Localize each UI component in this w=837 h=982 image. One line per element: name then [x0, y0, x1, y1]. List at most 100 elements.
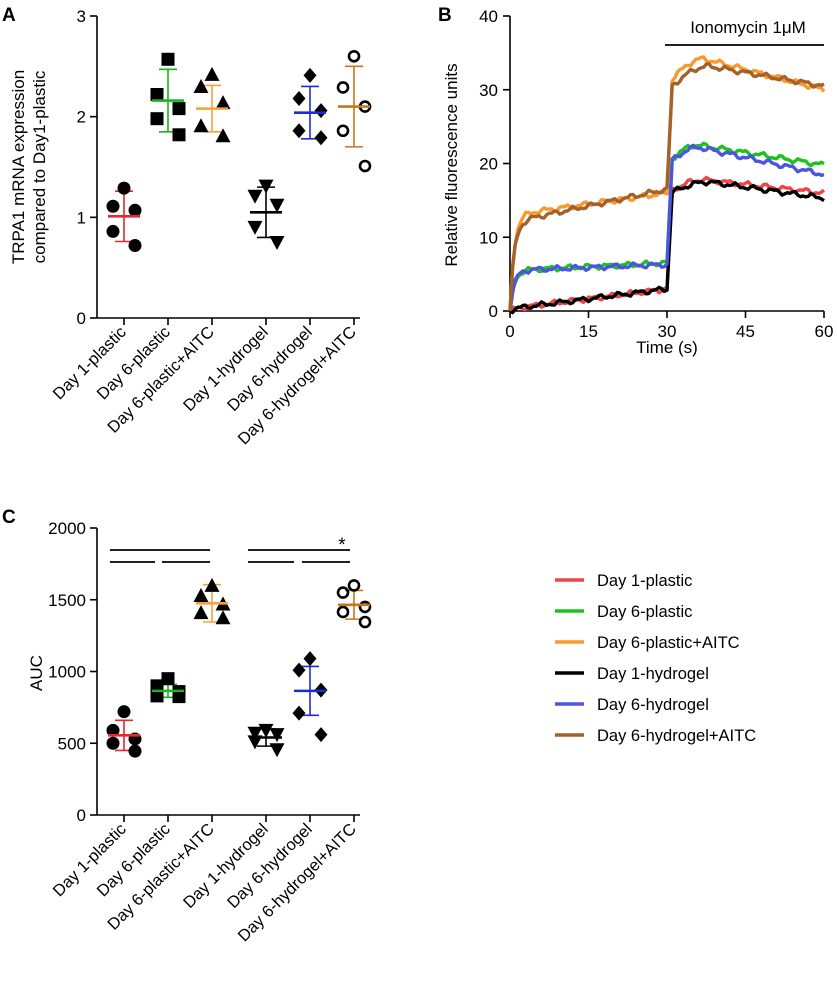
data-point — [215, 610, 231, 625]
data-point — [117, 705, 131, 719]
data-point — [247, 726, 263, 741]
data-point — [336, 586, 350, 599]
legend-item: Day 6-hydrogel — [555, 696, 709, 714]
data-point — [314, 103, 328, 119]
data-point — [172, 690, 186, 704]
data-point — [258, 179, 274, 194]
data-point — [336, 81, 350, 94]
group-day-1-hydrogel — [247, 723, 285, 758]
legend-label: Day 6-hydrogel+AITC — [597, 727, 756, 745]
legend-item: Day 1-plastic — [555, 572, 692, 590]
group-day-6-plastic-aitc — [193, 577, 231, 625]
data-point — [215, 128, 231, 143]
data-point — [106, 199, 120, 213]
group-day-1-plastic — [106, 705, 142, 758]
y-axis-label: TRPA1 mRNA expression — [9, 70, 28, 264]
data-point — [128, 744, 142, 758]
group-day-6-hydrogel-aitc — [336, 579, 372, 629]
panel-label-c: C — [2, 507, 16, 528]
group-day-6-plastic — [150, 52, 186, 142]
y-tick-label: 20 — [479, 155, 498, 174]
legend-label: Day 1-hydrogel — [597, 665, 709, 683]
data-point — [292, 705, 306, 721]
y-tick-label: 0 — [489, 302, 498, 321]
data-point — [204, 577, 220, 592]
data-point — [358, 615, 372, 629]
panel-b: 0 10 20 30 40 0 15 30 45 60 Time (s) Relative fluor… — [442, 7, 833, 357]
data-point — [247, 735, 263, 750]
data-point — [150, 112, 164, 126]
data-point — [269, 236, 285, 250]
data-point — [314, 130, 328, 146]
data-point — [247, 220, 263, 235]
data-point — [269, 198, 285, 213]
y-tick-label: 1500 — [48, 591, 86, 610]
y-tick-label: 30 — [479, 81, 498, 100]
data-point — [347, 579, 361, 592]
data-point — [336, 124, 350, 138]
data-point — [193, 78, 209, 93]
data-point — [258, 723, 274, 738]
trace-day-6-plastic-aitc — [508, 55, 826, 312]
data-point — [292, 662, 306, 678]
legend-label: Day 1-plastic — [597, 572, 692, 590]
x-tick-label: 60 — [815, 322, 834, 341]
group-day-1-plastic — [106, 181, 142, 253]
data-point — [172, 102, 186, 116]
legend-item: Day 6-plastic+AITC — [555, 634, 740, 652]
y-tick-label: 2000 — [48, 519, 86, 538]
legend-item: Day 6-plastic — [555, 603, 692, 621]
data-point — [150, 689, 164, 703]
legend-item: Day 1-hydrogel — [555, 665, 709, 683]
legend: Day 1-plastic Day 6-plastic Day 6-plastic+… — [555, 572, 756, 745]
panel-a: 0 1 2 3 TRPA1 mRNA expression compared to Day… — [9, 7, 372, 448]
data-point — [292, 91, 306, 107]
data-point — [247, 189, 263, 204]
data-point — [336, 605, 350, 619]
group-day-6-hydrogel-aitc — [336, 49, 372, 173]
data-point — [347, 49, 361, 63]
x-tick-label: 0 — [505, 322, 514, 341]
group-day-6-hydrogel — [292, 67, 328, 146]
trace-day-6-hydrogel — [508, 143, 825, 312]
x-tick-label: 30 — [658, 322, 677, 341]
data-point — [106, 224, 120, 238]
data-point — [292, 123, 306, 139]
data-point — [117, 181, 131, 195]
annotation-label: Ionomycin 1μM — [690, 18, 806, 37]
data-point — [358, 600, 372, 614]
data-point — [128, 203, 142, 217]
y-tick-label: 10 — [479, 228, 498, 247]
x-tick-label: 15 — [579, 322, 598, 341]
legend-item: Day 6-hydrogel+AITC — [555, 727, 756, 745]
data-point — [150, 88, 164, 102]
group-day-6-plastic-aitc — [193, 66, 231, 143]
y-axis-label: Relative fluorescence units — [442, 63, 461, 266]
data-point — [193, 587, 209, 602]
x-axis-label: Time (s) — [636, 338, 698, 357]
data-point — [303, 67, 317, 83]
group-day-6-hydrogel — [292, 651, 328, 743]
data-point — [161, 52, 175, 66]
data-point — [269, 743, 285, 758]
y-tick-label: 3 — [77, 7, 86, 26]
data-point — [150, 679, 164, 693]
panel-label-b: B — [438, 5, 452, 26]
data-point — [106, 723, 120, 737]
y-tick-label: 0 — [77, 309, 86, 328]
significance-star: * — [338, 535, 346, 556]
data-point — [215, 95, 231, 110]
legend-label: Day 6-plastic — [597, 603, 692, 621]
data-point — [172, 128, 186, 142]
data-point — [314, 727, 328, 743]
y-tick-label: 1000 — [48, 663, 86, 682]
y-tick-label: 40 — [479, 7, 498, 26]
data-point — [106, 736, 120, 750]
group-day-6-plastic — [150, 672, 186, 704]
y-tick-label: 0 — [77, 806, 86, 825]
data-point — [128, 239, 142, 253]
x-tick-label: 45 — [736, 322, 755, 341]
trace-day-1-hydrogel — [509, 179, 825, 315]
